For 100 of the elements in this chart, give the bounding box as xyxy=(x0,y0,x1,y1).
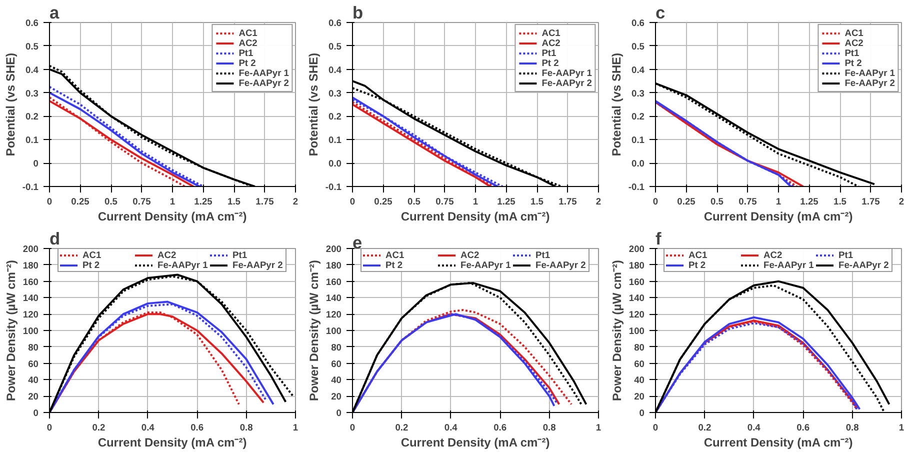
x-tick-label: 0.4 xyxy=(141,422,156,432)
y-tick-label: 160 xyxy=(326,276,342,287)
x-tick-label: 0.75 xyxy=(436,196,454,206)
chart-title: c xyxy=(656,2,666,22)
legend-label: AC2 xyxy=(238,38,258,48)
x-tick-label: 1 xyxy=(170,196,176,206)
legend-label: Fe-AAPyr 1 xyxy=(158,260,209,270)
legend-label: Pt1 xyxy=(536,250,552,260)
y-tick-label: 0.2 xyxy=(632,112,644,122)
x-axis-title: Current Density (mA cm⁻²) xyxy=(98,436,247,450)
y-tick-label: 0.3 xyxy=(26,88,38,98)
x-axis-title: Current Density (mA cm⁻²) xyxy=(98,210,247,224)
legend-label: Pt 2 xyxy=(238,58,257,68)
chart-title: d xyxy=(50,228,60,248)
x-axis-title: Current Density (mA cm⁻²) xyxy=(400,436,550,450)
y-tick-label: 140 xyxy=(628,293,645,304)
x-axis-title: Current Density (mA cm⁻²) xyxy=(704,436,853,450)
y-axis-title: Power Density (µW cm⁻²) xyxy=(610,260,624,401)
x-tick-label: 0.8 xyxy=(542,422,556,432)
x-tick-label: 0.4 xyxy=(444,422,458,432)
legend-label: Pt 2 xyxy=(386,260,404,270)
x-axis-title: Current Density (mA cm⁻²) xyxy=(704,210,853,224)
y-tick-label: -0.1 xyxy=(325,182,342,192)
y-tick-label: 40 xyxy=(634,375,645,386)
y-tick-label: 0.5 xyxy=(26,41,38,52)
chart-title: a xyxy=(50,2,60,22)
y-tick-label: 0.5 xyxy=(632,41,644,52)
legend-label: Pt 2 xyxy=(542,58,560,68)
y-tick-label: 0.2 xyxy=(26,112,38,122)
x-tick-label: 0.6 xyxy=(494,422,507,432)
y-tick-label: 80 xyxy=(634,342,645,352)
chart-title: f xyxy=(656,228,662,248)
x-tick-label: 0 xyxy=(652,196,658,206)
legend-label: Pt1 xyxy=(232,250,248,260)
x-tick-label: 0.5 xyxy=(104,196,118,206)
x-tick-label: 0.25 xyxy=(677,196,696,206)
y-tick-label: 140 xyxy=(22,293,39,304)
y-tick-label: 180 xyxy=(326,260,342,270)
legend-label: AC1 xyxy=(82,250,102,260)
x-tick-label: 0 xyxy=(350,196,356,206)
y-tick-label: 80 xyxy=(331,342,342,352)
y-tick-label: 100 xyxy=(326,326,342,336)
y-tick-label: -0.1 xyxy=(22,182,39,192)
x-tick-label: 0.25 xyxy=(374,196,392,206)
y-tick-label: 0.5 xyxy=(328,41,342,52)
legend-label: Fe-AAPyr 2 xyxy=(536,260,587,270)
y-tick-label: 0.0 xyxy=(328,158,342,169)
legend-label: Fe-AAPyr 1 xyxy=(764,260,815,270)
legend-label: Pt1 xyxy=(542,48,558,58)
x-tick-label: 0.75 xyxy=(132,196,151,206)
legend-label: AC2 xyxy=(764,250,784,260)
y-axis-title: Potential (vs SHE) xyxy=(3,52,18,156)
legend-label: Fe-AAPyr 1 xyxy=(542,68,592,78)
y-tick-label: 0.1 xyxy=(632,135,644,146)
legend-label: Fe-AAPyr 2 xyxy=(238,78,289,88)
x-tick-label: 0.25 xyxy=(71,196,90,206)
y-tick-label: 0.6 xyxy=(328,18,342,28)
chart-title: e xyxy=(352,232,362,252)
y-tick-label: 120 xyxy=(326,310,342,320)
x-axis-title: Current Density (mA cm⁻²) xyxy=(400,210,550,224)
chart-title: b xyxy=(352,2,364,22)
legend-label: Fe-AAPyr 1 xyxy=(844,68,895,78)
legend-label: Pt1 xyxy=(238,48,254,58)
x-tick-label: 1.75 xyxy=(558,196,577,206)
x-tick-label: 0.2 xyxy=(698,422,712,432)
y-tick-label: 160 xyxy=(628,276,645,287)
y-tick-label: 0 xyxy=(639,408,645,418)
y-tick-label: 80 xyxy=(28,342,39,352)
legend-label: Pt 2 xyxy=(688,260,707,270)
y-axis-title: Power Density (µW cm⁻²) xyxy=(306,260,321,401)
y-tick-label: 0.4 xyxy=(26,64,40,75)
y-tick-label: 180 xyxy=(628,260,645,270)
y-tick-label: 60 xyxy=(28,358,39,369)
y-tick-label: 20 xyxy=(28,392,39,402)
y-tick-label: 200 xyxy=(628,244,645,254)
x-tick-label: 1 xyxy=(472,196,478,206)
y-tick-label: 40 xyxy=(28,375,39,386)
legend-label: Fe-AAPyr 2 xyxy=(844,78,895,88)
legend-label: AC2 xyxy=(542,38,562,48)
x-tick-label: 1 xyxy=(292,422,298,432)
y-tick-label: 0.1 xyxy=(26,135,38,146)
x-tick-label: 1.5 xyxy=(834,196,846,206)
legend-label: AC1 xyxy=(688,250,708,260)
y-axis-title: Potential (vs SHE) xyxy=(609,52,624,156)
legend-label: Fe-AAPyr 1 xyxy=(460,260,512,270)
x-tick-label: 0.8 xyxy=(846,422,859,432)
legend-label: Fe-AAPyr 2 xyxy=(838,260,890,270)
x-tick-label: 0 xyxy=(652,422,658,432)
x-tick-label: 1 xyxy=(898,422,904,432)
x-tick-label: 1.25 xyxy=(800,196,818,206)
y-tick-label: 100 xyxy=(628,326,645,336)
x-tick-label: 1.75 xyxy=(862,196,880,206)
legend-label: AC1 xyxy=(238,28,258,38)
y-tick-label: 20 xyxy=(331,392,342,402)
y-tick-label: 100 xyxy=(22,326,39,336)
y-tick-label: 60 xyxy=(634,358,645,369)
legend-label: AC2 xyxy=(158,250,178,260)
y-tick-label: 0 xyxy=(33,158,39,169)
y-tick-label: 160 xyxy=(22,276,39,287)
y-tick-label: 120 xyxy=(22,310,39,320)
